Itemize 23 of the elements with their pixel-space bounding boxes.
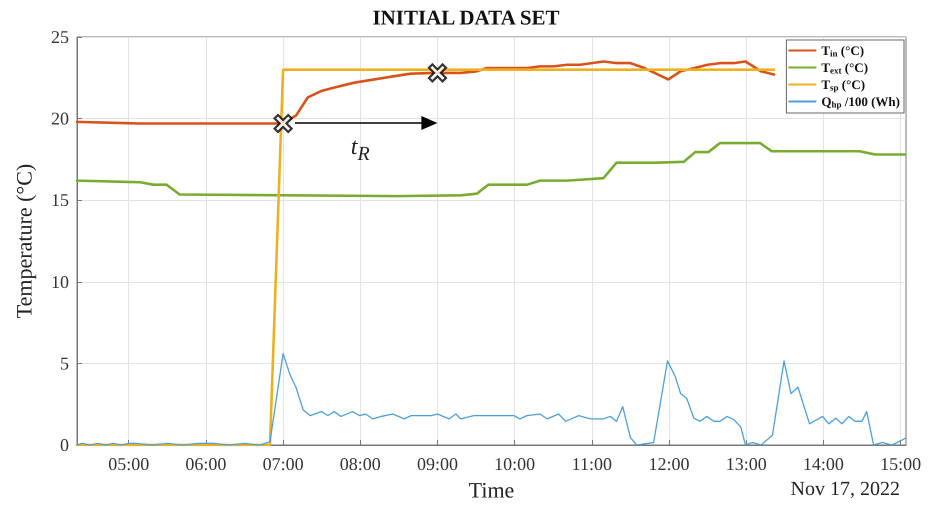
x-tick-label: 15:00: [880, 454, 922, 474]
y-axis-title: Temperature (°C): [12, 164, 36, 318]
chart-title: INITIAL DATA SET: [372, 6, 560, 30]
x-tick-label: 13:00: [726, 454, 767, 474]
x-tick-label: 11:00: [572, 454, 612, 474]
x-tick-label: 08:00: [340, 454, 381, 474]
x-tick-label: 14:00: [802, 454, 844, 474]
x-tick-label: 05:00: [108, 454, 150, 474]
y-tick-label: 25: [51, 27, 69, 47]
text: Nov 17, 2022: [790, 478, 900, 501]
y-tick-label: 10: [51, 272, 69, 292]
y-tick-label: 15: [51, 190, 69, 210]
y-tick-label: 5: [60, 353, 69, 374]
x-tick-label: 07:00: [262, 454, 304, 474]
annotation: t$_{R}$: [350, 134, 370, 166]
x-tick-label: 06:00: [185, 454, 226, 474]
x-axis-title: Time: [468, 478, 514, 502]
x-tick-label: 09:00: [416, 454, 458, 474]
x-tick-label: 10:00: [494, 454, 536, 474]
line-series: [76, 142, 906, 198]
x-tick-label: 12:00: [648, 454, 690, 474]
y-tick-label: 20: [51, 108, 69, 129]
y-tick-label: 0: [60, 435, 69, 455]
